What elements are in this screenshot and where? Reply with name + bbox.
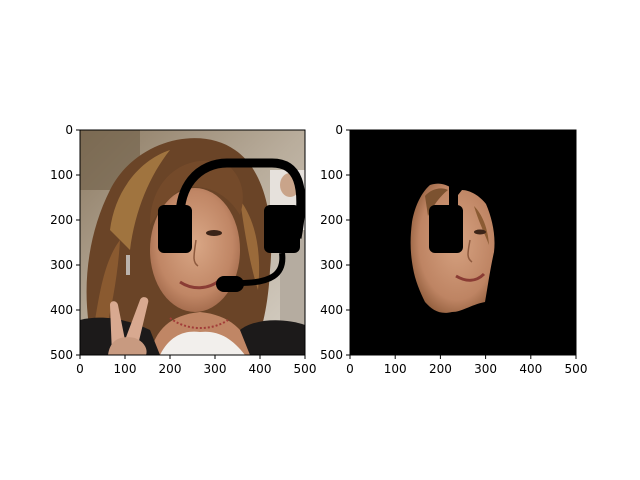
x-tick-label: 400 [519, 362, 542, 376]
x-tick-label: 300 [474, 362, 497, 376]
x-tick-label: 0 [346, 362, 354, 376]
x-tick-label: 400 [249, 362, 272, 376]
y-tick-label: 400 [50, 303, 73, 317]
x-tick-label: 500 [565, 362, 588, 376]
y-tick-label: 100 [50, 168, 73, 182]
x-tick-label: 200 [159, 362, 182, 376]
y-tick-label: 300 [320, 258, 343, 272]
headset-icon [158, 158, 305, 292]
x-tick-label: 100 [114, 362, 137, 376]
y-tick-label: 0 [65, 123, 73, 137]
masked-face-image [350, 130, 576, 355]
photo-woman-headset [80, 130, 305, 355]
panel-masked-image: 0 100 200 300 400 500 0 100 200 300 400 500 [320, 123, 587, 376]
y-tick-label: 400 [320, 303, 343, 317]
y-tick-label: 500 [320, 348, 343, 362]
y-tick-label: 200 [320, 213, 343, 227]
x-tick-label: 100 [384, 362, 407, 376]
x-tick-label: 500 [294, 362, 317, 376]
x-tick-label: 0 [76, 362, 84, 376]
y-tick-label: 500 [50, 348, 73, 362]
axes-frame-right [349, 129, 577, 356]
x-axis-left: 0 100 200 300 400 500 [76, 355, 316, 376]
x-axis-right: 0 100 200 300 400 500 [346, 355, 587, 376]
y-tick-label: 300 [50, 258, 73, 272]
panel-original-image: 0 100 200 300 400 500 0 100 200 300 400 500 [50, 123, 316, 376]
y-tick-label: 100 [320, 168, 343, 182]
y-axis-right: 0 100 200 300 400 500 [320, 123, 350, 362]
y-axis-left: 0 100 200 300 400 500 [50, 123, 80, 362]
axes-frame-left [79, 129, 306, 356]
x-tick-label: 200 [429, 362, 452, 376]
y-tick-label: 0 [335, 123, 343, 137]
x-tick-label: 300 [204, 362, 227, 376]
y-tick-label: 200 [50, 213, 73, 227]
